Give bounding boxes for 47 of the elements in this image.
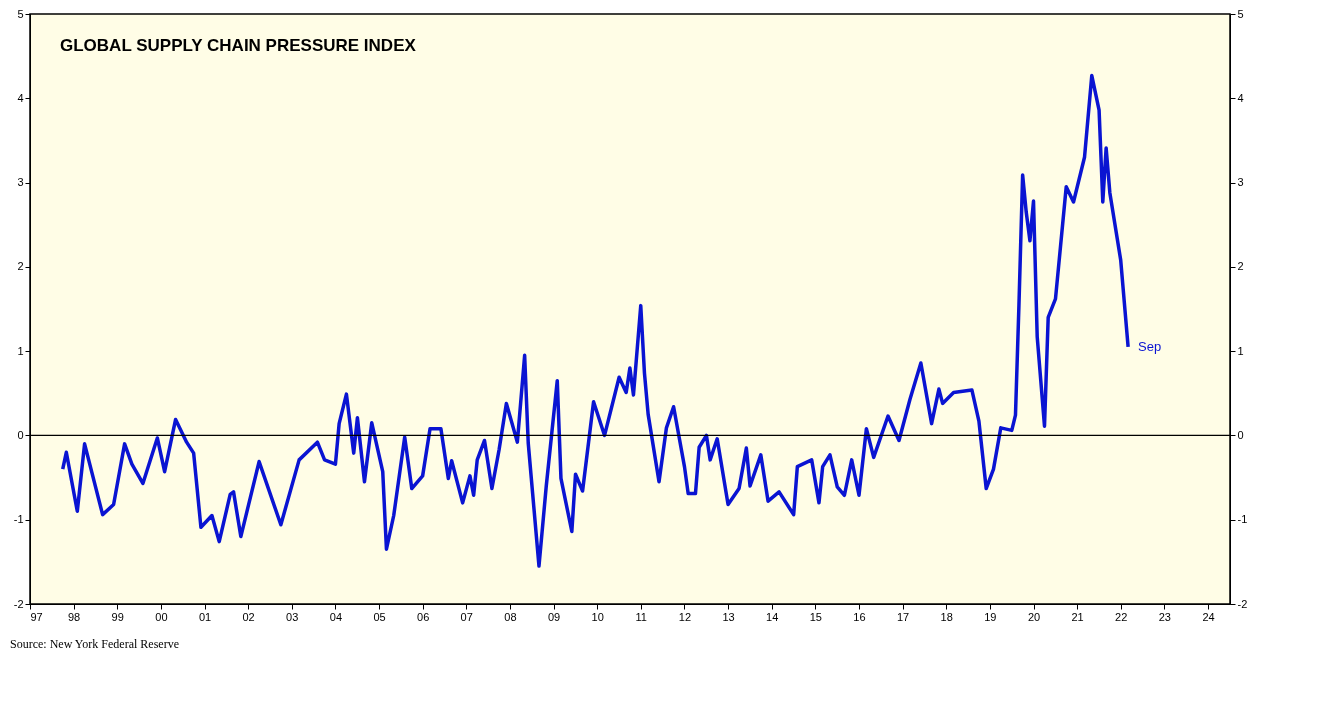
- x-tick-label: 22: [1115, 610, 1128, 623]
- x-tick-label: 14: [766, 610, 779, 623]
- x-tick-label: 02: [242, 610, 255, 623]
- y-tick-label: 4: [17, 91, 24, 104]
- x-tick-label: 12: [678, 610, 692, 623]
- x-tick-label: 06: [417, 610, 430, 623]
- x-tick-label: 04: [329, 610, 343, 623]
- y2-tick-label: 3: [1237, 176, 1244, 189]
- x-tick-label: 18: [940, 610, 953, 623]
- y2-tick-label: 2: [1237, 260, 1244, 273]
- x-tick-label: 24: [1202, 610, 1215, 623]
- y-tick-label: 1: [17, 344, 24, 357]
- y-tick-label: 2: [17, 260, 24, 273]
- x-tick-label: 05: [373, 610, 386, 623]
- y2-tick-label: 4: [1237, 91, 1244, 104]
- y-tick-label: 5: [17, 7, 24, 20]
- annotation: Sep: [1138, 338, 1162, 354]
- y-tick-label: -1: [13, 513, 24, 526]
- x-tick-label: 15: [809, 610, 822, 623]
- x-tick-label: 13: [722, 610, 735, 623]
- y2-tick-label: 5: [1237, 7, 1244, 20]
- x-tick-label: 01: [198, 610, 212, 623]
- x-tick-label: 08: [504, 610, 517, 623]
- x-tick-label: 23: [1158, 610, 1171, 623]
- x-tick-label: 10: [591, 610, 604, 623]
- x-tick-label: 98: [67, 610, 81, 623]
- x-tick-label: 16: [853, 610, 866, 623]
- y2-tick-label: -2: [1237, 597, 1248, 610]
- text: GLOBAL SUPPLY CHAIN PRESSURE INDEX: [60, 36, 417, 55]
- x-tick-label: 99: [111, 610, 124, 623]
- x-tick-label: 03: [286, 610, 299, 623]
- x-tick-label: 09: [547, 610, 561, 623]
- y2-tick-label: -1: [1237, 513, 1248, 526]
- source-note: Source: New York Federal Reserve: [10, 637, 179, 651]
- x-tick-label: 17: [896, 610, 910, 623]
- x-tick-label: 97: [30, 610, 43, 623]
- y2-tick-label: 0: [1237, 428, 1244, 441]
- x-tick-label: 20: [1027, 610, 1041, 623]
- y-tick-label: -2: [13, 597, 24, 610]
- y2-tick-label: 1: [1237, 344, 1244, 357]
- y-tick-label: 0: [17, 428, 24, 441]
- y-tick-label: 3: [17, 176, 24, 189]
- x-tick-label: 21: [1071, 610, 1084, 623]
- x-tick-label: 00: [155, 610, 168, 623]
- x-tick-label: 11: [635, 610, 647, 623]
- x-tick-label: 07: [460, 610, 473, 623]
- x-tick-label: 19: [984, 610, 997, 623]
